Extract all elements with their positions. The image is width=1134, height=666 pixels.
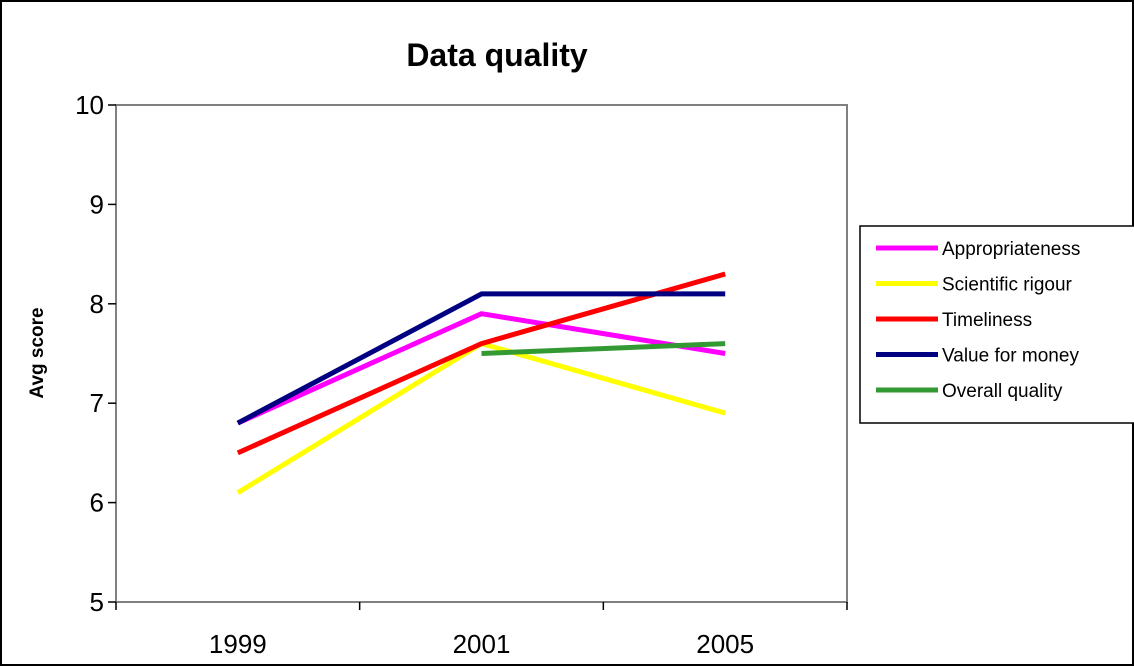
y-tick-label: 9	[90, 189, 104, 219]
y-axis: 5 6 7 8 9 10	[75, 90, 116, 617]
legend-label-appropriateness: Appropriateness	[942, 239, 1080, 260]
x-axis: 1999 2001 2005	[115, 602, 848, 659]
y-tick-label: 7	[90, 388, 104, 418]
chart-title: Data quality	[406, 37, 588, 73]
y-tick-label: 6	[90, 488, 104, 518]
legend-label-value-for-money: Value for money	[942, 346, 1079, 367]
x-tick-label: 2005	[696, 629, 754, 659]
y-tick-label: 8	[90, 289, 104, 319]
y-tick-label: 5	[90, 587, 104, 617]
legend-label-scientific-rigour: Scientific rigour	[942, 275, 1073, 296]
series-line-appropriateness	[236, 311, 726, 426]
legend-label-timeliness: Timeliness	[942, 310, 1032, 331]
series-line-value-for-money	[236, 291, 726, 426]
legend-label-overall-quality: Overall quality	[942, 381, 1063, 402]
y-axis-label: Avg score	[27, 307, 48, 398]
series-line-overall-quality	[481, 341, 726, 356]
legend: Appropriateness Scientific rigour Timeline…	[859, 225, 1134, 424]
series-lines	[236, 271, 726, 495]
y-tick-label: 10	[75, 90, 104, 120]
x-tick-label: 2001	[453, 629, 511, 659]
x-tick-label: 1999	[209, 629, 267, 659]
series-line-timeliness	[236, 271, 726, 456]
